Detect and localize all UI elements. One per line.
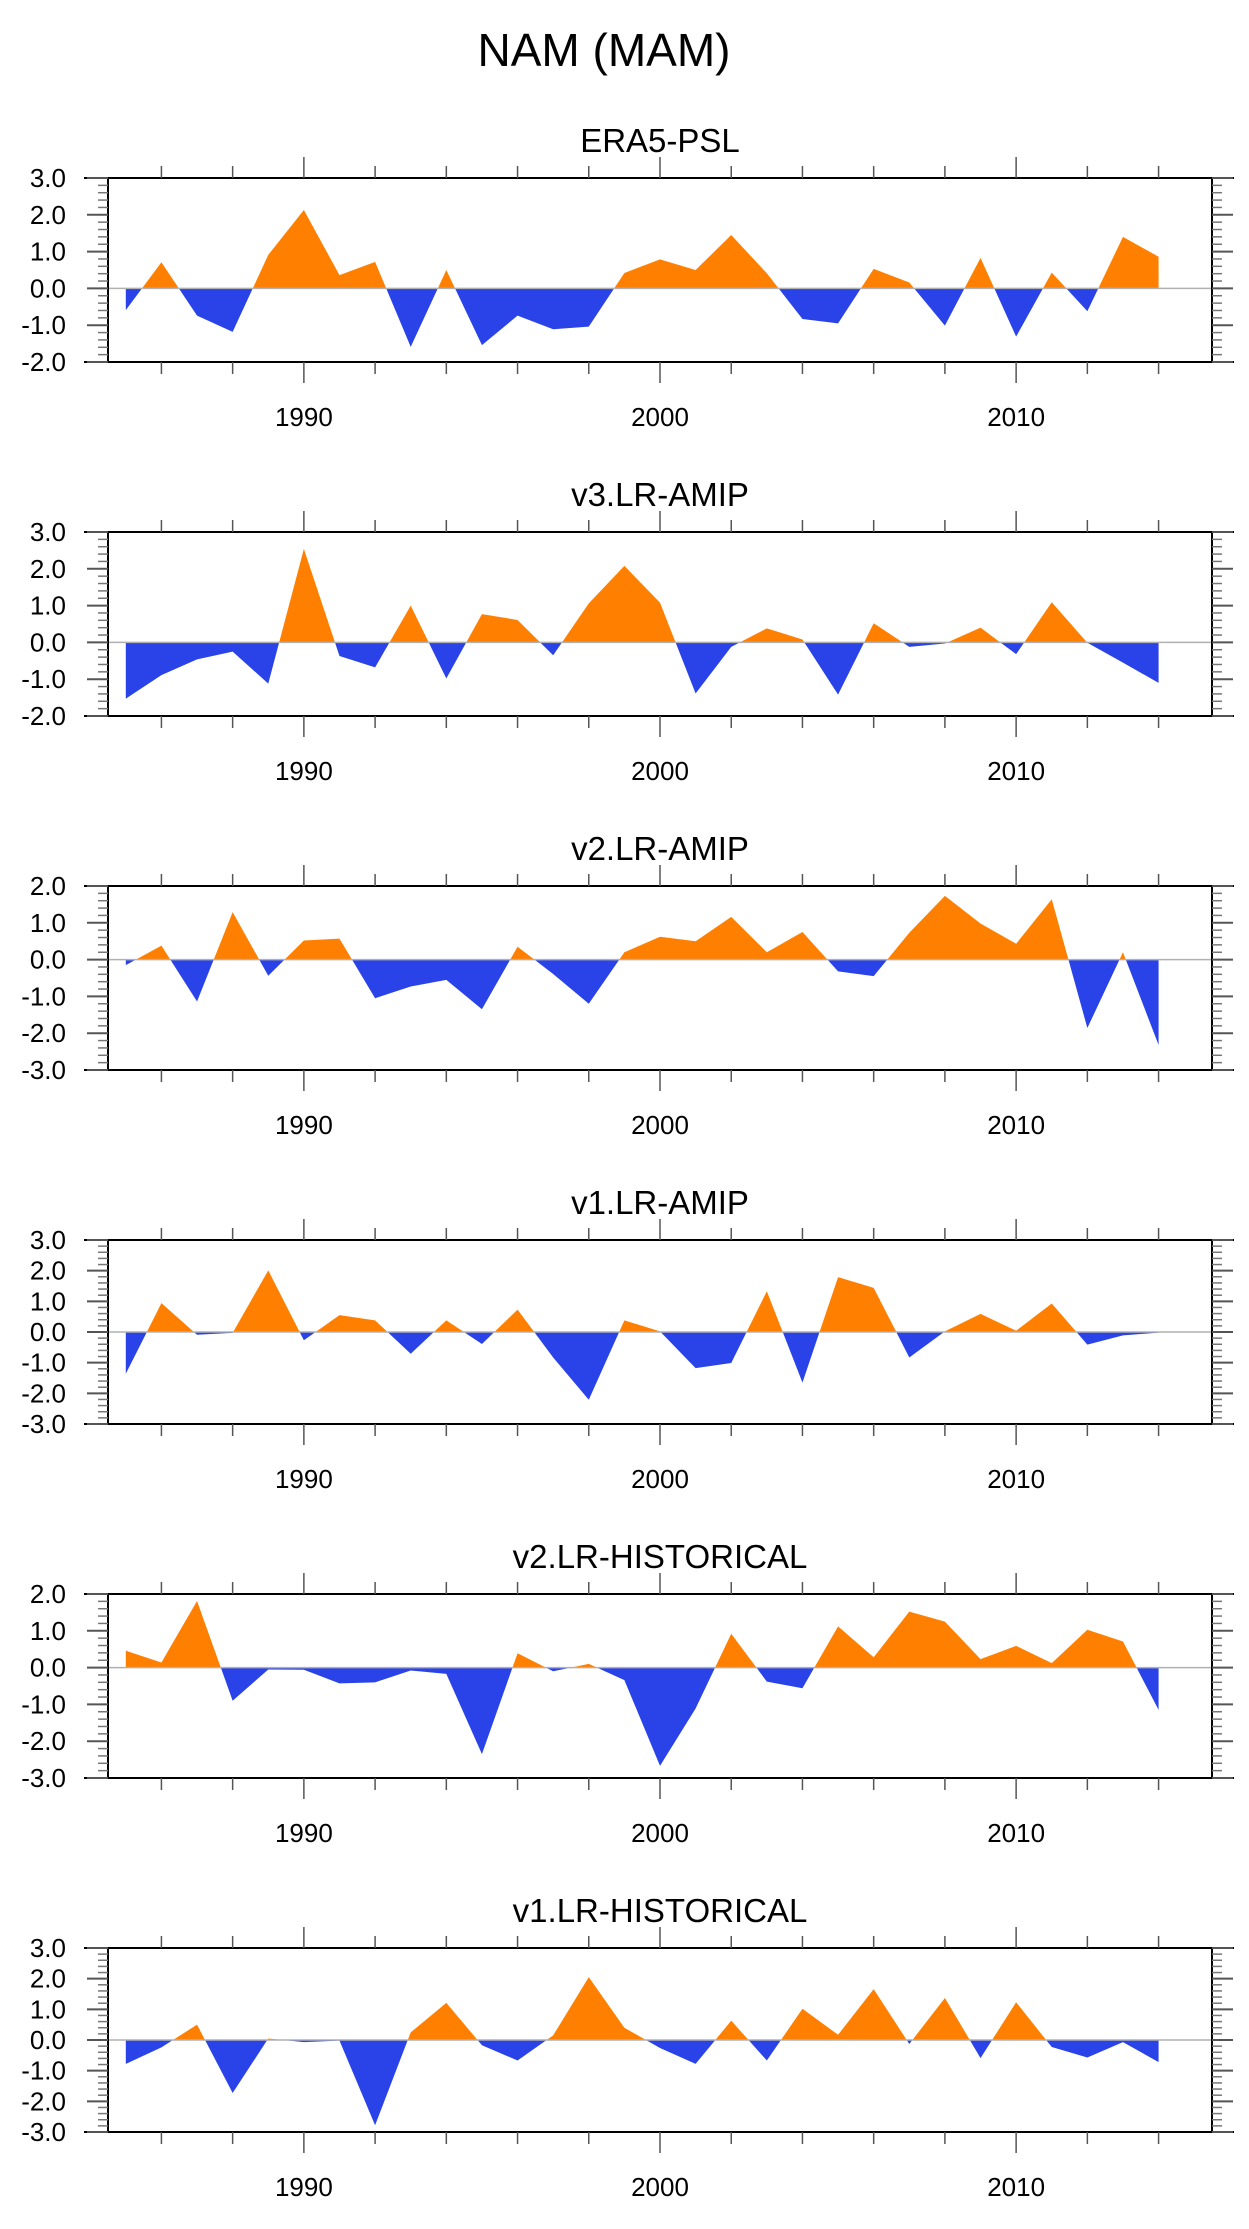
- ytick-label: -1.0: [21, 1689, 66, 1719]
- ytick-label: 1.0: [30, 237, 66, 267]
- xtick-label: 2000: [631, 756, 689, 786]
- xtick-label: 2000: [631, 1110, 689, 1140]
- panel-title: v1.LR-HISTORICAL: [513, 1892, 808, 1929]
- figure-title: NAM (MAM): [478, 24, 731, 76]
- ytick-label: -2.0: [21, 2086, 66, 2116]
- ytick-label: -1.0: [21, 2056, 66, 2086]
- ytick-label: 1.0: [30, 1616, 66, 1646]
- ytick-label: -3.0: [21, 2117, 66, 2147]
- positive-anomaly-area: [135, 895, 1126, 960]
- panel-v1-lr-historical: v1.LR-HISTORICAL 3.02.01.00.0-1.0-2.0-3.0…: [21, 1892, 1234, 2202]
- negative-anomaly-area: [125, 642, 1159, 699]
- xtick-label: 1990: [275, 1818, 333, 1848]
- ytick-label: -2.0: [21, 1378, 66, 1408]
- ytick-label: -1.0: [21, 664, 66, 694]
- ytick-label: 2.0: [30, 1579, 66, 1609]
- ytick-label: 2.0: [30, 871, 66, 901]
- ytick-label: -3.0: [21, 1409, 66, 1439]
- panel-title: v1.LR-AMIP: [571, 1184, 749, 1221]
- xtick-label: 2010: [987, 1110, 1045, 1140]
- xtick-label: 2010: [987, 2172, 1045, 2202]
- negative-anomaly-area: [125, 288, 1159, 347]
- ytick-label: -1.0: [21, 1348, 66, 1378]
- ytick-label: 3.0: [30, 1225, 66, 1255]
- ytick-label: 0.0: [30, 1317, 66, 1347]
- xtick-label: 2000: [631, 1818, 689, 1848]
- ytick-label: 0.0: [30, 2025, 66, 2055]
- ytick-label: 2.0: [30, 200, 66, 230]
- positive-anomaly-area: [125, 1977, 1159, 2040]
- panel-title: ERA5-PSL: [580, 122, 740, 159]
- ytick-label: 0.0: [30, 273, 66, 303]
- ytick-label: 3.0: [30, 1933, 66, 1963]
- panel-v1-lr-amip: v1.LR-AMIP 3.02.01.00.0-1.0-2.0-3.0 1990 20…: [21, 1184, 1234, 1494]
- xtick-label: 2000: [631, 2172, 689, 2202]
- ytick-label: -1.0: [21, 310, 66, 340]
- panel-title: v2.LR-AMIP: [571, 830, 749, 867]
- xtick-label: 2010: [987, 1818, 1045, 1848]
- ytick-label: 3.0: [30, 517, 66, 547]
- xtick-label: 1990: [275, 1464, 333, 1494]
- ytick-label: -2.0: [21, 701, 66, 731]
- panel-v2-lr-historical: v2.LR-HISTORICAL 2.0 1.0 0.0 -1.0 -2.0 -3.0 199…: [21, 1538, 1234, 1848]
- negative-anomaly-area: [125, 1332, 1159, 1400]
- panel-v2-lr-amip: v2.LR-AMIP 2.0 1.0 0.0 -1.0 -2.0 -3.0 1990 2000 2…: [21, 830, 1234, 1140]
- ytick-label: 1.0: [30, 1994, 66, 2024]
- xtick-label: 2000: [631, 402, 689, 432]
- ytick-label: 2.0: [30, 1256, 66, 1286]
- positive-anomaly-area: [125, 1270, 1159, 1332]
- ytick-label: 1.0: [30, 591, 66, 621]
- xtick-label: 2010: [987, 1464, 1045, 1494]
- xtick-label: 1990: [275, 1110, 333, 1140]
- panel-title: v2.LR-HISTORICAL: [513, 1538, 808, 1575]
- ytick-label: 1.0: [30, 1286, 66, 1316]
- panel-v3-lr-amip: v3.LR-AMIP 3.0 2.0 1.0 0.0 -1.0 -2.0 1990 2000 20…: [21, 476, 1234, 786]
- ytick-label: -3.0: [21, 1763, 66, 1793]
- ytick-label: 2.0: [30, 554, 66, 584]
- xtick-label: 2010: [987, 402, 1045, 432]
- ytick-label: -2.0: [21, 1018, 66, 1048]
- xtick-label: 1990: [275, 756, 333, 786]
- xtick-label: 2000: [631, 1464, 689, 1494]
- xtick-label: 1990: [275, 402, 333, 432]
- ytick-label: 0.0: [30, 1653, 66, 1683]
- ytick-label: 3.0: [30, 163, 66, 193]
- positive-anomaly-area: [125, 548, 1159, 643]
- xtick-label: 1990: [275, 2172, 333, 2202]
- positive-anomaly-area: [125, 1600, 1137, 1668]
- ytick-label: 1.0: [30, 908, 66, 938]
- positive-anomaly-area: [125, 210, 1159, 289]
- ytick-label: 0.0: [30, 627, 66, 657]
- ytick-label: -2.0: [21, 1726, 66, 1756]
- negative-anomaly-area: [125, 2040, 1159, 2126]
- xtick-label: 2010: [987, 756, 1045, 786]
- ytick-label: -1.0: [21, 981, 66, 1011]
- ytick-label: -3.0: [21, 1055, 66, 1085]
- panel-title: v3.LR-AMIP: [571, 476, 749, 513]
- ytick-label: 0.0: [30, 945, 66, 975]
- ytick-label: -2.0: [21, 347, 66, 377]
- negative-anomaly-area: [125, 1667, 1159, 1766]
- negative-anomaly-area: [125, 959, 1159, 1045]
- panel-era5-psl: ERA5-PSL 3.0 2.0 1.0 0.0 -1.0 -2.0 1990 2000 2010: [21, 122, 1234, 432]
- ytick-label: 2.0: [30, 1964, 66, 1994]
